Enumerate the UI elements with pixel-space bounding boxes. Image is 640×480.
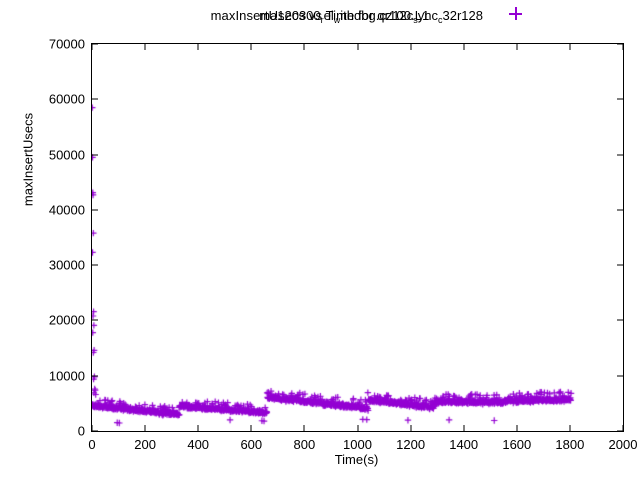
- y-tick-mark: [92, 154, 98, 156]
- x-tick-mark: [569, 44, 571, 50]
- x-tick-mark: [197, 44, 199, 50]
- chart-legend: ma120300relwithdbg.cz12csyncc32r128: [150, 7, 522, 25]
- x-tick-mark: [303, 425, 305, 431]
- x-tick-label: 1800: [555, 437, 585, 452]
- legend-plus-marker-icon: [509, 7, 522, 20]
- x-tick-mark: [357, 425, 358, 431]
- x-tick-mark: [91, 425, 93, 431]
- y-tick-mark: [617, 430, 623, 432]
- x-tick-mark: [463, 44, 465, 50]
- x-tick-label: 600: [240, 437, 263, 452]
- x-tick-label: 1200: [396, 437, 426, 452]
- y-tick-label: 10000: [48, 368, 85, 384]
- y-tick-label: 50000: [48, 147, 85, 163]
- x-tick-label: 1400: [449, 437, 479, 452]
- x-tick-mark: [569, 425, 571, 431]
- x-tick-mark: [516, 44, 518, 50]
- y-tick-mark: [92, 430, 98, 432]
- y-tick-label: 40000: [48, 202, 85, 218]
- x-tick-mark: [303, 44, 305, 50]
- y-tick-mark: [617, 264, 623, 266]
- x-tick-label: 0: [88, 437, 96, 452]
- x-tick-mark: [91, 44, 93, 50]
- plot-area: 0 10000 20000 30000 40000 50000 60000 70000 0 20…: [49, 37, 638, 453]
- x-tick-label: 1000: [343, 437, 372, 452]
- x-tick-mark: [516, 425, 518, 431]
- x-tick-mark: [144, 44, 146, 50]
- y-tick-mark: [92, 319, 98, 321]
- chart-title: maxInsertUsecs vs Time for qr100.L1: [210, 8, 430, 23]
- x-tick-mark: [357, 44, 358, 50]
- scatter-series-canvas: [92, 44, 623, 431]
- y-tick-label: 20000: [48, 312, 85, 328]
- x-axis-title: Time(s): [334, 452, 379, 467]
- y-tick-mark: [92, 98, 98, 100]
- x-tick-mark: [410, 425, 412, 431]
- x-tick-mark: [622, 44, 624, 50]
- y-tick-mark: [617, 319, 623, 321]
- x-tick-mark: [250, 44, 252, 50]
- y-tick-mark: [92, 209, 98, 211]
- y-tick-mark: [92, 43, 98, 45]
- y-tick-mark: [92, 375, 98, 377]
- x-tick-label: 2000: [608, 437, 638, 452]
- x-tick-label: 400: [187, 437, 210, 452]
- legend-series-label: ma120300relwithdbg.cz12csyncc32r128: [259, 8, 483, 25]
- y-axis-title: maxInsertUsecs: [20, 112, 36, 207]
- y-tick-label: 0: [77, 423, 85, 439]
- x-tick-label: 1600: [502, 437, 532, 452]
- y-tick-mark: [617, 98, 623, 100]
- x-tick-mark: [144, 425, 146, 431]
- y-tick-mark: [92, 264, 98, 266]
- y-tick-mark: [617, 209, 623, 211]
- x-tick-mark: [410, 44, 412, 50]
- y-tick-mark: [617, 154, 623, 156]
- x-tick-mark: [197, 425, 199, 431]
- x-tick-mark: [463, 425, 465, 431]
- y-tick-label: 70000: [48, 36, 85, 52]
- x-tick-mark: [622, 425, 624, 431]
- x-tick-label: 200: [134, 437, 156, 452]
- x-tick-mark: [250, 425, 252, 431]
- y-tick-label: 60000: [48, 91, 85, 107]
- y-tick-label: 30000: [48, 257, 85, 273]
- y-tick-mark: [617, 375, 623, 377]
- y-tick-mark: [617, 43, 623, 45]
- x-tick-label: 800: [293, 437, 316, 452]
